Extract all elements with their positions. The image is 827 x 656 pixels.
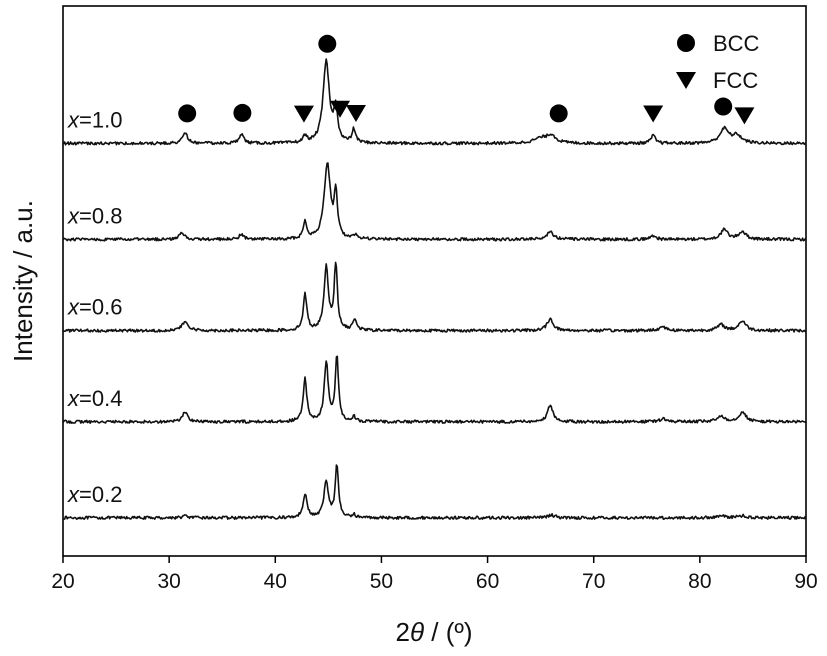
series-line [62, 162, 807, 242]
legend-bcc-marker [677, 34, 695, 52]
x-axis-ticks: 20 30 40 50 60 70 80 90 [51, 556, 818, 593]
legend-bcc-label: BCC [713, 31, 760, 56]
bcc-marker [549, 104, 568, 123]
x-axis-title-unit: / (º) [424, 617, 472, 647]
phase-markers [178, 34, 755, 125]
series-label: x=0.8 [67, 203, 122, 228]
series-line [62, 464, 807, 520]
x-tick-label: 70 [582, 570, 605, 593]
legend-fcc-marker [676, 72, 696, 89]
fcc-marker [345, 105, 366, 123]
series-label-var: x [67, 107, 80, 132]
x-axis-title: 2θ / (º) [395, 617, 472, 647]
series-label: x=0.2 [67, 482, 122, 507]
x-tick-label: 40 [264, 570, 287, 593]
series-label-var: x [67, 386, 80, 411]
series-label-var: x [67, 295, 80, 320]
x-axis-title-symbol: θ [410, 617, 424, 647]
series-label-value: =0.4 [79, 386, 122, 411]
fcc-marker [330, 100, 351, 118]
series-line [62, 355, 807, 424]
y-axis-title: Intensity / a.u. [8, 200, 38, 362]
fcc-marker [643, 105, 664, 123]
series-group: x=0.2x=0.4x=0.6x=0.8x=1.0 [62, 58, 807, 520]
series-label-value: =0.6 [79, 295, 122, 320]
series-label-value: =0.8 [79, 203, 122, 228]
series-line [62, 58, 807, 146]
series-label: x=0.4 [67, 386, 122, 411]
fcc-marker [734, 107, 755, 125]
series-label-var: x [67, 482, 80, 507]
series-label-value: =0.2 [79, 482, 122, 507]
bcc-marker [233, 103, 252, 122]
series-line [62, 261, 807, 333]
x-tick-label: 50 [370, 570, 393, 593]
series-label: x=0.6 [67, 295, 122, 320]
x-tick-label: 30 [157, 570, 180, 593]
plot-frame [62, 5, 807, 557]
fcc-marker [293, 105, 314, 123]
bcc-marker [714, 97, 733, 116]
x-tick-label: 60 [476, 570, 499, 593]
x-tick-label: 90 [794, 570, 817, 593]
bcc-marker [178, 104, 197, 123]
x-tick-label: 80 [688, 570, 711, 593]
series-label-var: x [67, 203, 80, 228]
x-axis-title-num: 2 [395, 617, 409, 647]
bcc-marker [318, 34, 337, 53]
legend: BCC FCC [676, 31, 760, 93]
series-label-value: =1.0 [79, 107, 122, 132]
legend-fcc-label: FCC [713, 68, 758, 93]
x-tick-label: 20 [51, 570, 74, 593]
series-label: x=1.0 [67, 107, 122, 132]
